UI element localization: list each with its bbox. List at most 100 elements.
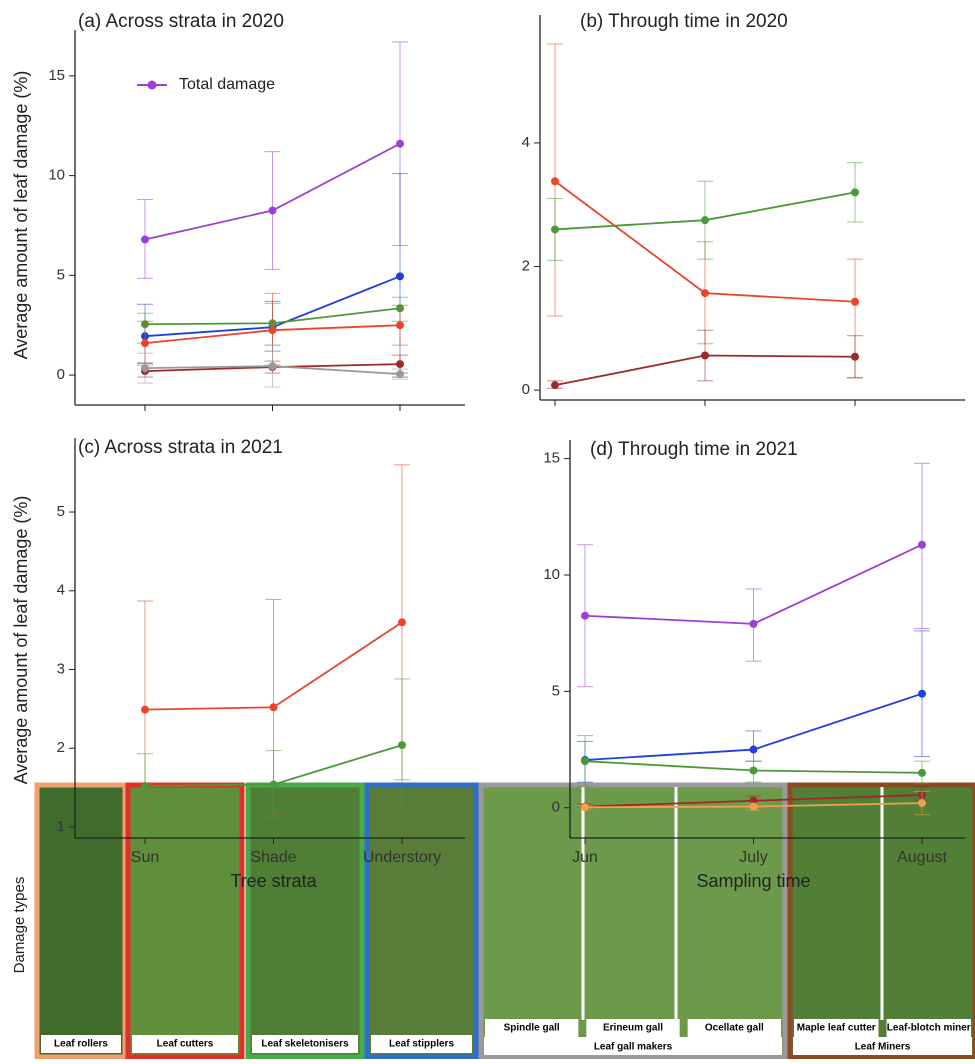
y-tick-label: 0 [522, 381, 530, 398]
point [749, 619, 758, 628]
photo-caption: Leaf rollers [54, 1039, 108, 1050]
group-caption: Leaf Miners [855, 1042, 911, 1053]
point [918, 768, 926, 777]
caption-box [485, 1019, 579, 1037]
x-axis-title: Sampling time [696, 871, 810, 891]
photo [364, 782, 479, 1060]
x-tick-label: July [739, 849, 767, 866]
photo-caption: Leaf cutters [157, 1039, 214, 1050]
point [851, 297, 859, 306]
point [398, 741, 406, 750]
point [749, 802, 758, 811]
y-tick-label: 10 [48, 167, 65, 184]
point [918, 799, 926, 808]
chart-title: (b) Through time in 2020 [580, 11, 788, 32]
x-tick-label: Jun [572, 849, 598, 866]
x-tick-label: Sun [131, 849, 159, 866]
caption-box [252, 1035, 358, 1053]
point [268, 326, 277, 335]
point [701, 216, 709, 225]
point [701, 351, 709, 360]
legend-marker [147, 80, 157, 90]
photo [245, 782, 365, 1060]
point [141, 782, 149, 791]
photo-caption: Ocellate gall [705, 1023, 764, 1034]
y-tick-label: 2 [57, 739, 65, 756]
point [851, 188, 859, 197]
point [396, 272, 404, 281]
point [851, 352, 859, 361]
y-tick-label: 10 [543, 566, 560, 583]
y-tick-label: 4 [522, 134, 530, 151]
photo-caption: Erineum gall [603, 1023, 663, 1034]
photo [34, 782, 128, 1060]
caption-box [886, 1019, 971, 1037]
point [551, 225, 559, 234]
legend-label: Total damage [179, 76, 275, 93]
caption-box [687, 1019, 781, 1037]
point [701, 289, 709, 298]
caption-box [41, 1035, 121, 1053]
point [268, 362, 277, 371]
point [396, 360, 404, 369]
x-tick-label: August [897, 849, 947, 866]
group-box [484, 1037, 782, 1055]
point [581, 757, 589, 766]
y-tick-label: 15 [48, 67, 65, 84]
point [269, 703, 278, 712]
chart-title: (c) Across strata in 2021 [78, 437, 283, 458]
group-box [793, 1037, 972, 1055]
point [581, 803, 589, 812]
point [749, 766, 758, 775]
photo [125, 782, 245, 1060]
y-tick-label: 4 [57, 582, 65, 599]
photo [478, 782, 788, 1060]
y-axis-title: Average amount of leaf damage (%) [11, 71, 31, 360]
x-tick-label: Shade [250, 849, 296, 866]
caption-box [794, 1019, 879, 1037]
photo-caption: Spindle gall [504, 1023, 560, 1034]
y-tick-label: 3 [57, 660, 65, 677]
chart-title: (a) Across strata in 2020 [78, 11, 284, 32]
x-tick-label: Understory [363, 849, 441, 866]
point [141, 235, 149, 244]
y-axis-title: Average amount of leaf damage (%) [11, 496, 31, 785]
point [396, 321, 404, 330]
y-tick-label: 5 [552, 682, 560, 699]
y-tick-label: 5 [57, 503, 65, 520]
caption-box [586, 1019, 680, 1037]
photo-caption: Leaf skeletonisers [261, 1039, 349, 1050]
chart-title: (d) Through time in 2021 [590, 439, 798, 460]
y-tick-label: 1 [57, 818, 65, 835]
point [141, 339, 149, 348]
group-caption: Leaf gall makers [594, 1042, 673, 1053]
y-tick-label: 15 [543, 450, 560, 467]
caption-box [132, 1035, 238, 1053]
x-axis-title: Tree strata [230, 871, 317, 891]
panel-label: Damage types [11, 877, 28, 974]
caption-box [371, 1035, 472, 1053]
point [551, 381, 559, 390]
point [551, 177, 559, 186]
y-tick-label: 5 [57, 266, 65, 283]
y-tick-label: 2 [522, 257, 530, 274]
point [749, 745, 758, 754]
photo-caption: Maple leaf cutter [797, 1023, 876, 1034]
y-tick-label: 0 [552, 799, 560, 816]
point [918, 540, 926, 549]
photo-caption: Leaf-blotch miner [887, 1023, 971, 1034]
point [269, 780, 278, 789]
point [398, 618, 406, 627]
photo-caption: Leaf stipplers [389, 1039, 454, 1050]
point [396, 370, 404, 379]
damage-types-panel: Damage types Leaf rollers Leaf cutters Lea… [11, 782, 975, 1060]
point [396, 139, 404, 148]
point [268, 206, 277, 215]
point [581, 611, 589, 620]
point [141, 364, 149, 373]
y-tick-label: 0 [57, 366, 65, 383]
point [918, 689, 926, 698]
point [141, 705, 149, 714]
